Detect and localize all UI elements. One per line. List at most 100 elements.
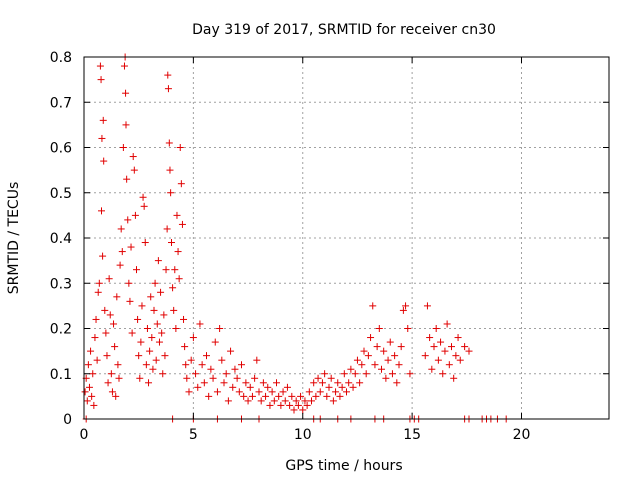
data-point bbox=[146, 347, 154, 355]
data-point bbox=[310, 379, 318, 387]
data-point bbox=[441, 347, 449, 355]
data-point bbox=[124, 216, 132, 224]
data-point bbox=[189, 334, 197, 342]
data-point bbox=[299, 406, 307, 414]
data-point bbox=[180, 315, 188, 323]
data-point bbox=[91, 334, 99, 342]
data-point bbox=[277, 401, 285, 409]
y-tick-label: 0.3 bbox=[50, 276, 72, 292]
data-point bbox=[130, 166, 138, 174]
axis-ticks: 0 5 10 15 20 0 0.1 0.2 0.3 0.4 0.5 0.6 0.7 0.8 bbox=[50, 50, 609, 443]
data-point bbox=[133, 266, 140, 274]
data-point bbox=[176, 144, 184, 151]
data-point bbox=[134, 315, 142, 323]
data-point bbox=[297, 392, 305, 400]
data-point bbox=[259, 379, 267, 387]
data-point bbox=[168, 239, 175, 247]
data-point bbox=[135, 352, 143, 360]
data-point bbox=[279, 388, 287, 396]
data-point bbox=[220, 379, 228, 387]
data-point bbox=[147, 293, 155, 301]
data-point bbox=[117, 225, 125, 233]
data-point bbox=[95, 279, 103, 287]
data-point bbox=[160, 311, 168, 319]
data-point bbox=[336, 392, 344, 400]
data-point bbox=[332, 388, 340, 396]
data-point bbox=[404, 325, 412, 332]
data-point bbox=[157, 288, 165, 296]
data-point bbox=[98, 134, 106, 142]
data-point bbox=[347, 365, 355, 373]
data-point bbox=[246, 383, 254, 391]
data-point bbox=[123, 175, 131, 183]
data-point bbox=[242, 379, 250, 387]
data-point bbox=[308, 397, 315, 405]
data-point bbox=[153, 320, 161, 328]
data-point bbox=[182, 361, 190, 369]
data-point bbox=[229, 383, 237, 391]
data-point bbox=[125, 279, 133, 287]
data-point bbox=[85, 383, 93, 391]
data-point bbox=[150, 306, 158, 314]
data-point bbox=[90, 401, 98, 409]
data-point bbox=[106, 311, 114, 319]
y-tick-label: 0.4 bbox=[50, 231, 72, 247]
data-point bbox=[382, 374, 390, 382]
data-point bbox=[266, 401, 274, 409]
data-point bbox=[151, 279, 159, 287]
data-point bbox=[445, 361, 453, 369]
data-point bbox=[98, 207, 105, 215]
x-axis-label: GPS time / hours bbox=[285, 458, 402, 474]
data-point bbox=[343, 388, 350, 396]
data-point bbox=[338, 383, 346, 391]
data-point bbox=[268, 388, 276, 396]
data-point bbox=[367, 334, 375, 342]
data-point bbox=[231, 365, 239, 373]
data-point bbox=[96, 62, 104, 70]
data-point bbox=[187, 356, 195, 364]
data-point bbox=[81, 388, 89, 396]
data-point bbox=[286, 401, 294, 409]
data-point bbox=[391, 352, 399, 360]
data-point bbox=[461, 343, 469, 351]
data-point bbox=[155, 338, 163, 346]
data-point bbox=[83, 397, 91, 405]
data-point bbox=[171, 266, 179, 274]
data-point bbox=[97, 76, 105, 84]
data-point bbox=[329, 397, 337, 405]
data-point bbox=[406, 370, 414, 378]
data-point bbox=[89, 370, 97, 378]
data-point bbox=[238, 361, 245, 369]
data-point bbox=[356, 379, 364, 387]
data-point bbox=[465, 347, 473, 355]
data-point bbox=[325, 383, 333, 391]
data-point bbox=[439, 370, 447, 378]
data-point bbox=[318, 379, 326, 387]
data-point bbox=[340, 370, 348, 378]
data-point bbox=[172, 325, 180, 332]
data-point bbox=[145, 379, 153, 387]
data-point bbox=[140, 202, 148, 210]
data-point bbox=[164, 85, 172, 93]
data-point bbox=[452, 352, 460, 360]
data-point bbox=[362, 370, 370, 378]
data-point bbox=[375, 325, 383, 332]
data-point bbox=[434, 356, 442, 364]
data-point bbox=[240, 392, 248, 400]
data-point bbox=[369, 302, 377, 310]
data-point bbox=[399, 306, 407, 314]
data-point bbox=[421, 352, 429, 360]
data-point bbox=[108, 388, 116, 396]
data-point bbox=[393, 379, 401, 387]
data-point bbox=[316, 388, 324, 396]
data-point bbox=[290, 406, 298, 414]
data-point bbox=[345, 379, 353, 387]
data-point bbox=[192, 370, 200, 378]
data-point bbox=[248, 392, 256, 400]
data-point bbox=[94, 288, 102, 296]
data-point bbox=[110, 320, 118, 328]
data-point bbox=[102, 329, 110, 337]
data-point bbox=[224, 397, 232, 405]
data-point bbox=[218, 356, 226, 364]
data-point bbox=[364, 352, 372, 360]
